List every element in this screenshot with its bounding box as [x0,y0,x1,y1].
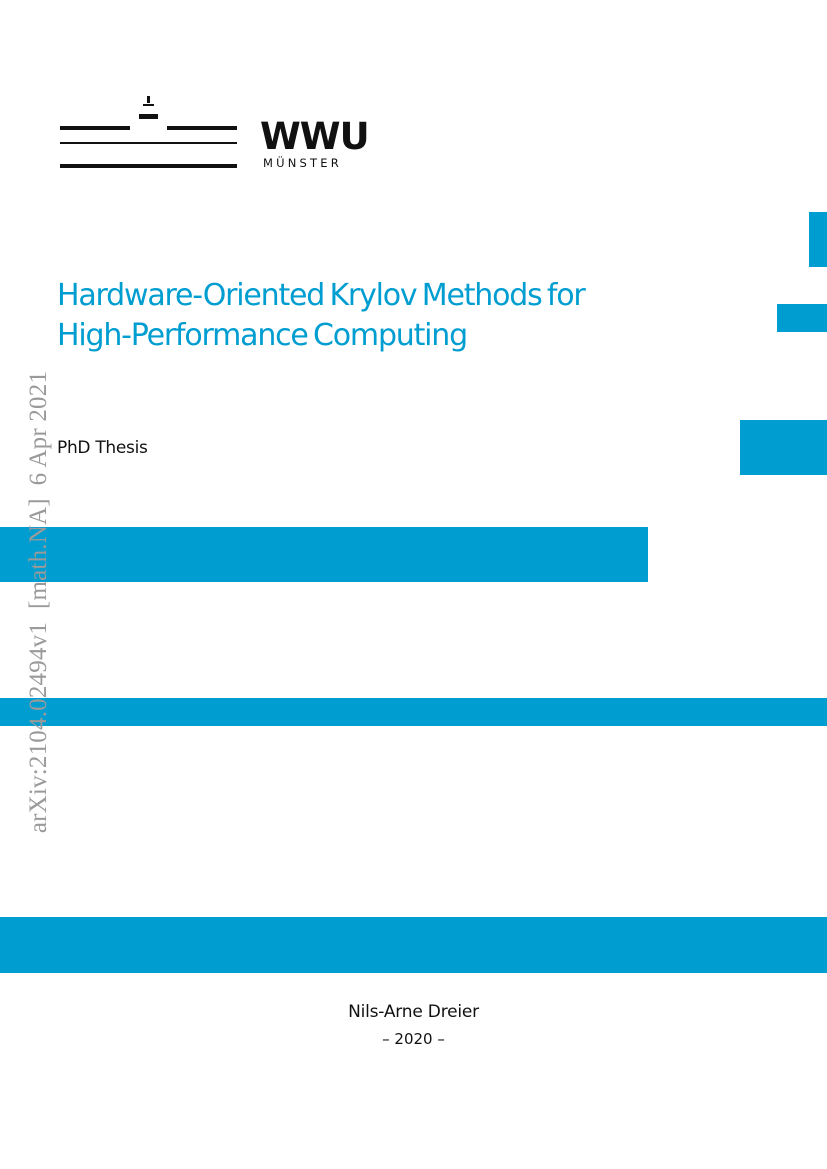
thesis-title: Hardware-Oriented Krylov Methods for Hig… [57,276,586,356]
thesis-title-line1: Hardware-Oriented Krylov Methods for [57,278,586,313]
document-type: PhD Thesis [57,438,148,458]
arxiv-stamp: arXiv:2104.02494v1 [math.NA] 6 Apr 2021 [25,370,52,834]
decor-bar-wide-1 [0,527,648,582]
logo-city: MÜNSTER [263,156,342,170]
thesis-title-line2: High-Performance Computing [57,318,468,353]
author-name: Nils-Arne Dreier [348,1002,479,1022]
decor-bar-wide-3 [0,917,827,973]
publication-year: – 2020 – [382,1030,445,1048]
decor-bar-right-2 [777,304,827,332]
logo-wordmark: WWU [260,115,370,158]
decor-bar-right-1 [809,212,827,267]
decor-bar-right-3 [740,420,827,475]
decor-bar-wide-2 [0,698,827,726]
